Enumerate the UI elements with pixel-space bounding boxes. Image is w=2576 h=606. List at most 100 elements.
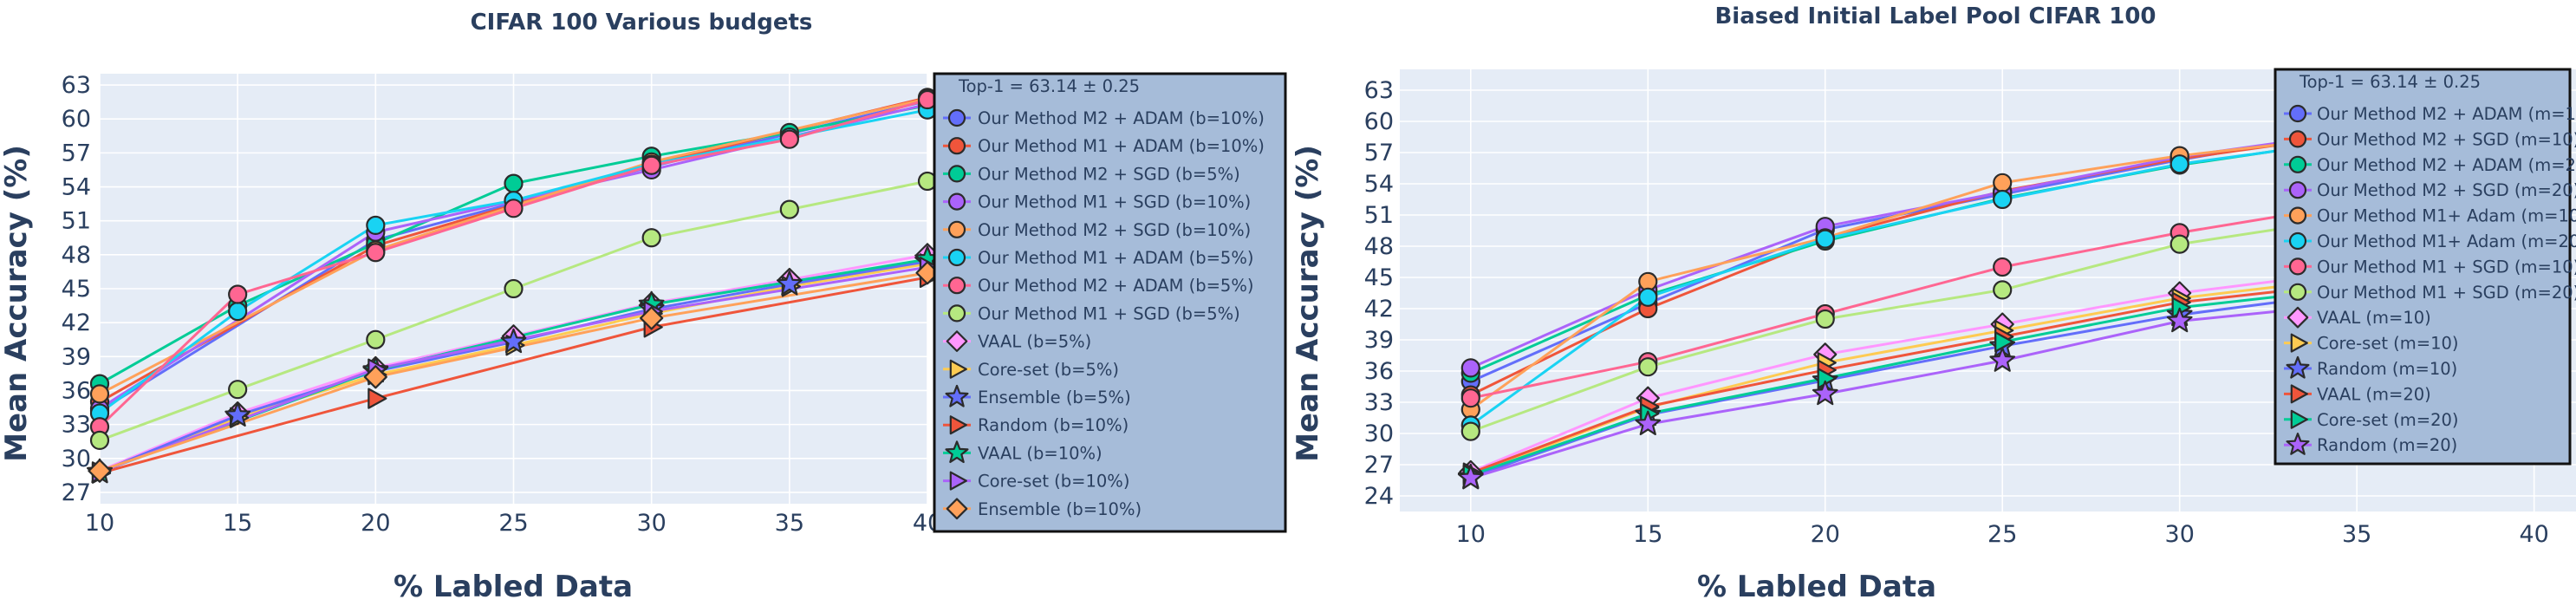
legend-label: Our Method M1 + ADAM (b=10%) [978,136,1265,156]
legend-marker-our-method-m1-adam-m-20 [2288,231,2307,251]
data-point-our-method-m1-sgd-m-20 [1993,280,2013,300]
legend-marker-ensemble-b-5 [945,384,969,407]
x-tick-label: 10 [1456,521,1486,548]
y-tick-label: 33 [1364,389,1394,416]
legend: Top-1 = 63.14 ± 0.25 Our Method M2 + ADAM… [933,72,1287,533]
legend-label: Our Method M1 + SGD (b=5%) [978,303,1240,323]
y-tick-label: 51 [62,208,91,235]
legend-marker-vaal-m-10 [2287,306,2309,329]
x-tick-label: 35 [775,510,804,537]
legend-label: Core-set (m=20) [2317,410,2459,430]
x-axis-title: % Labled Data [394,570,633,604]
data-point-our-method-m2-adam-b-5 [641,155,661,175]
y-tick-label: 51 [1364,202,1394,229]
y-tick-label: 24 [1364,483,1394,510]
legend: Top-1 = 63.14 ± 0.25 Our Method M2 + ADAM… [2274,68,2576,466]
data-point-ensemble-b-5 [776,270,803,296]
data-point-our-method-m1-adam-m-20 [2169,154,2189,174]
data-point-our-method-m1-sgd-m-10 [1993,257,2013,277]
y-tick-labels: 24 27 30 33 36 39 42 45 48 51 54 57 60 63 [1364,77,1394,510]
legend-label: Core-set (b=5%) [978,360,1119,380]
legend-label: Our Method M1 + SGD (b=10%) [978,192,1251,212]
data-point-random-b-10 [368,388,387,409]
y-tick-label: 48 [62,242,91,269]
legend-marker-our-method-m2-sgd-m-10 [2288,130,2307,148]
legend-label: Our Method M2 + ADAM (m=20) [2317,155,2576,175]
y-tick-label: 42 [62,310,91,336]
x-tick-labels: 10 15 20 25 30 35 40 [1456,521,2549,548]
y-tick-label: 45 [1364,264,1394,291]
x-tick-label: 20 [1811,521,1840,548]
legend-label: Our Method M1+ Adam (m=10) [2317,206,2576,226]
x-tick-label: 10 [85,510,114,537]
y-tick-label: 36 [1364,358,1394,385]
legend-marker-random-m-20 [2286,433,2310,455]
data-point-our-method-m1-sgd-m-20 [1638,357,1658,377]
data-point-our-method-m1-sgd-m-10 [1460,388,1480,408]
series-line-random-b-10 [99,276,928,475]
x-tick-label: 25 [1987,521,2017,548]
legend-marker-our-method-m1-adam-b-10 [947,137,966,155]
data-point-our-method-m1-adam-m-20 [1815,229,1835,249]
y-tick-label: 63 [1364,77,1394,104]
legend-marker-our-method-m2-sgd-m-20 [2288,181,2307,199]
legend-marker-our-method-m2-sgd-b-5 [947,165,966,183]
y-tick-label: 60 [62,106,91,133]
data-point-our-method-m1-sgd-b-5 [89,430,110,451]
data-point-core-set-m-20 [1817,368,1837,389]
data-point-random-m-20 [1635,410,1662,436]
data-point-our-method-m1-sgd-m-20 [1815,309,1835,329]
legend-label: Our Method M1+ Adam (m=20) [2317,231,2576,251]
y-tick-label: 36 [62,377,91,404]
legend-label: Our Method M2 + SGD (b=5%) [978,164,1240,184]
data-point-our-method-m1-sgd-b-5 [504,278,524,299]
y-tick-label: 57 [62,140,91,166]
x-tick-label: 30 [636,510,666,537]
y-tick-label: 60 [1364,108,1394,135]
x-tick-label: 20 [361,510,390,537]
x-tick-label: 25 [498,510,528,537]
legend-label: Core-set (m=10) [2317,334,2459,354]
legend-marker-our-method-m2-adam-b-10 [947,108,966,127]
data-point-ensemble-b-10 [363,365,387,389]
x-tick-label: 35 [2342,521,2371,548]
y-tick-label: 54 [1364,171,1394,198]
legend-marker-our-method-m1-adam-b-5 [947,248,966,267]
y-tick-label: 48 [1364,233,1394,260]
data-point-ensemble-b-5 [224,401,251,427]
legend-marker-core-set-b-5 [949,359,967,379]
legend-label: Our Method M1 + SGD (m=20) [2317,283,2576,303]
y-tick-label: 30 [1364,420,1394,447]
legend-label: Ensemble (b=10%) [978,499,1142,519]
legend-marker-vaal-b-10 [945,440,969,464]
x-axis-title: % Labled Data [1697,570,1936,604]
y-tick-labels: 27 30 33 36 39 42 45 48 51 54 57 60 63 [62,72,91,506]
data-point-random-m-20 [1457,465,1484,490]
legend-marker-ensemble-b-10 [946,498,968,520]
legend-marker-core-set-b-10 [949,471,967,491]
data-point-random-m-20 [2166,307,2193,333]
data-point-random-m-20 [1812,380,1838,406]
data-point-our-method-m1-adam-m-20 [1993,189,2013,210]
legend-label: Our Method M1 + ADAM (b=5%) [978,248,1253,268]
data-point-core-set-m-20 [1994,331,2014,353]
legend-marker-random-b-10 [949,415,967,435]
data-point-our-method-m1-sgd-b-5 [228,380,248,400]
legend-heading: Top-1 = 63.14 ± 0.25 [958,76,1140,96]
x-tick-label: 15 [1633,521,1662,548]
legend-marker-our-method-m1-sgd-m-20 [2288,283,2307,301]
y-tick-label: 27 [1364,452,1394,479]
y-tick-label: 54 [62,174,91,201]
data-point-our-method-m1-adam-b-5 [228,302,248,322]
data-point-our-method-m1-sgd-b-5 [366,329,386,349]
data-point-our-method-m1-sgd-b-5 [779,199,799,219]
data-point-ensemble-b-10 [88,459,112,483]
legend-label: VAAL (b=10%) [978,443,1103,463]
y-axis-title: Mean Accuracy (%) [1291,145,1325,462]
legend-label: Core-set (b=10%) [978,472,1129,492]
data-point-our-method-m1-sgd-m-20 [1460,421,1480,441]
legend-box [933,72,1287,533]
legend-label: VAAL (m=10) [2317,308,2431,328]
legend-label: Our Method M2 + ADAM (b=5%) [978,276,1253,296]
